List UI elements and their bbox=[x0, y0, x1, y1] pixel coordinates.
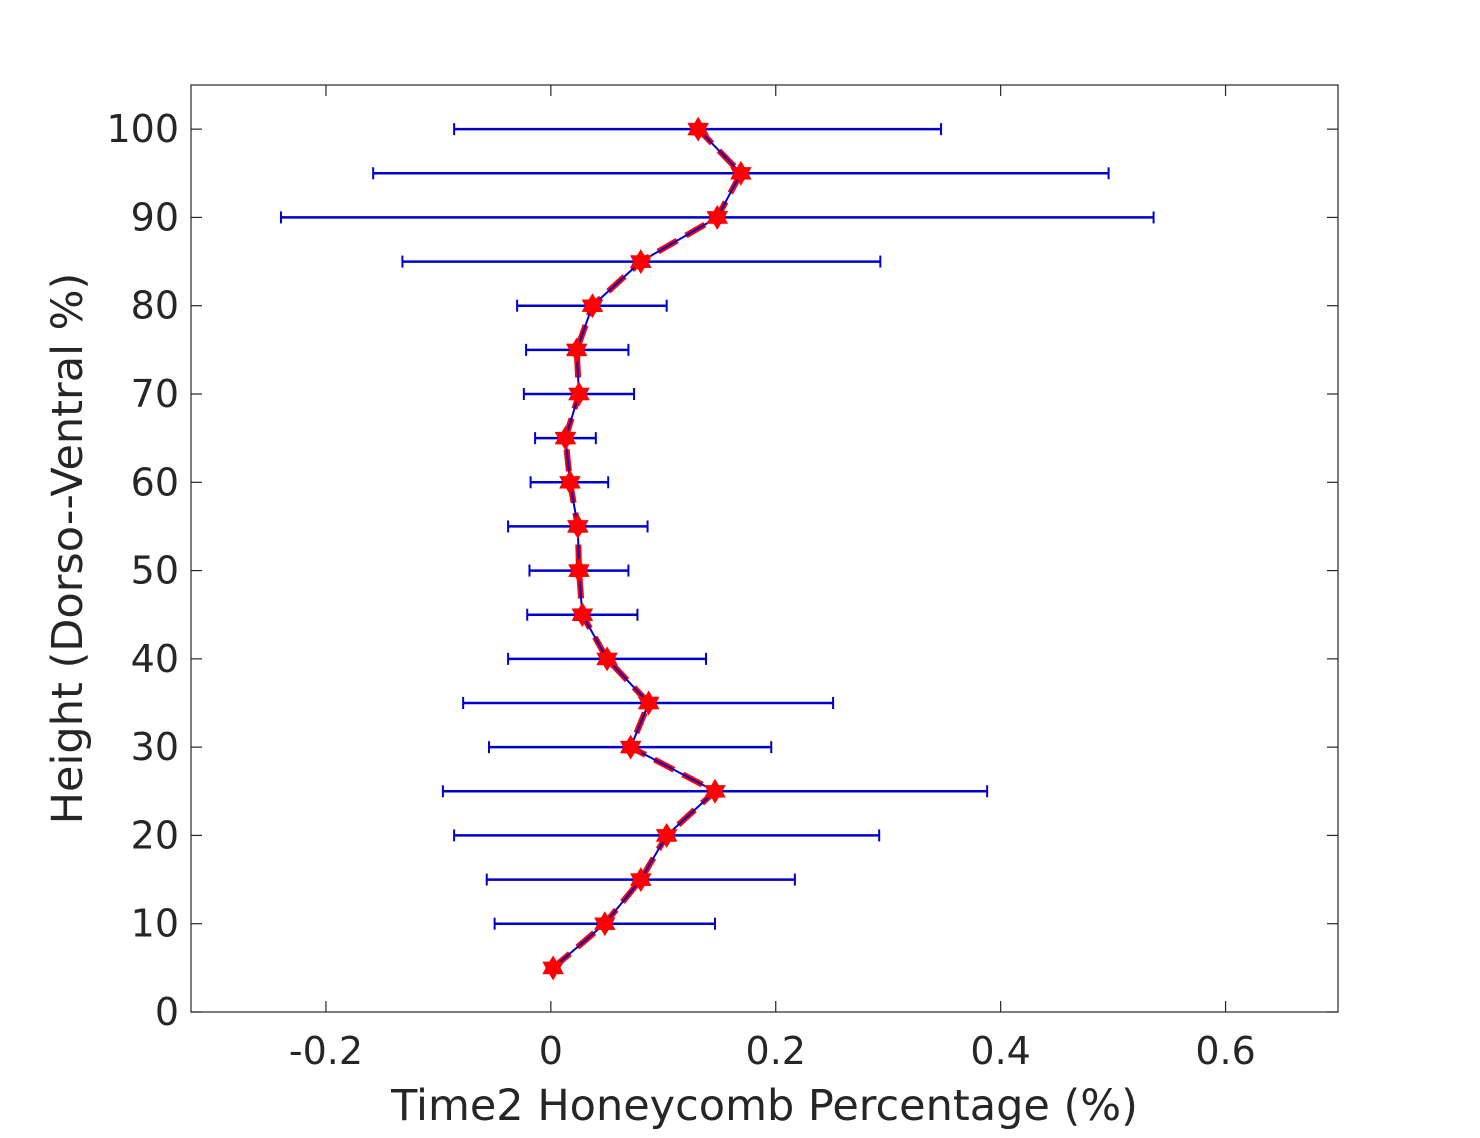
y-tick-label: 80 bbox=[131, 284, 179, 328]
y-tick-label: 40 bbox=[131, 637, 179, 681]
data-point-marker bbox=[704, 778, 726, 804]
x-ticks: -0.2 0 0.2 0.4 0.6 bbox=[289, 85, 1256, 1073]
data-point-marker bbox=[655, 822, 678, 848]
y-tick-label: 100 bbox=[106, 107, 179, 151]
data-markers bbox=[542, 116, 752, 981]
plot-frame bbox=[190, 84, 1339, 1013]
x-tick-label: 0.6 bbox=[1195, 1029, 1255, 1073]
data-point-marker bbox=[619, 734, 642, 760]
data-point-marker bbox=[565, 337, 588, 363]
series-line-blue bbox=[552, 128, 743, 969]
data-point-marker bbox=[571, 602, 594, 628]
x-tick-label: 0.2 bbox=[746, 1029, 806, 1073]
y-tick-label: 10 bbox=[131, 902, 179, 946]
data-point-marker bbox=[567, 513, 589, 539]
series-line bbox=[551, 127, 745, 971]
data-point-marker bbox=[630, 249, 652, 275]
data-point-marker bbox=[554, 425, 577, 451]
y-ticks: 0 10 20 30 40 50 60 70 80 90 100 bbox=[106, 107, 1338, 1034]
data-point-marker bbox=[559, 469, 581, 495]
y-tick-label: 60 bbox=[131, 460, 179, 504]
data-point-marker bbox=[594, 911, 616, 937]
data-point-marker bbox=[581, 293, 604, 319]
data-point-marker bbox=[596, 646, 618, 672]
data-point-marker bbox=[568, 381, 590, 407]
y-tick-label: 70 bbox=[131, 372, 179, 416]
data-point-marker bbox=[568, 558, 590, 584]
data-point-marker bbox=[730, 160, 752, 186]
data-point-marker bbox=[687, 116, 709, 142]
x-tick-label: 0 bbox=[539, 1029, 563, 1073]
x-axis-label: Time2 Honeycomb Percentage (%) bbox=[390, 1081, 1138, 1131]
data-point-marker bbox=[542, 955, 564, 981]
y-tick-label: 90 bbox=[131, 195, 179, 239]
y-axis-label: Height (Dorso--Ventral %) bbox=[43, 273, 93, 825]
plot-area bbox=[191, 85, 1338, 1012]
data-point-marker bbox=[630, 867, 652, 893]
y-tick-label: 30 bbox=[131, 725, 179, 769]
y-tick-label: 50 bbox=[131, 549, 179, 593]
data-point-marker bbox=[637, 690, 660, 716]
y-tick-label: 20 bbox=[131, 813, 179, 857]
x-tick-label: -0.2 bbox=[289, 1029, 363, 1073]
error-bars bbox=[279, 123, 1155, 974]
y-tick-label: 0 bbox=[155, 990, 179, 1034]
x-tick-label: 0.4 bbox=[970, 1029, 1030, 1073]
data-point-marker bbox=[706, 204, 729, 230]
